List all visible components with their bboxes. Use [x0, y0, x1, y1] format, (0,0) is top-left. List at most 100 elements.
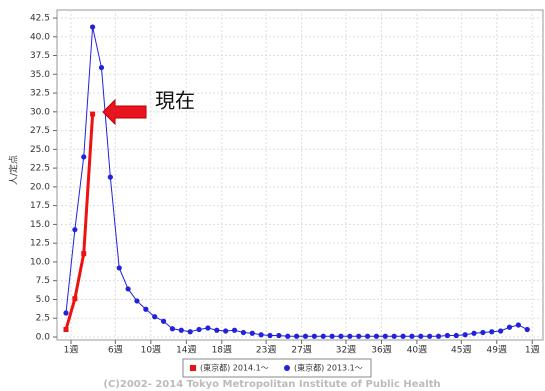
point — [480, 329, 486, 336]
y-tick-label: 27.5 — [30, 126, 50, 136]
x-tick-label: 36週 — [371, 345, 391, 356]
point — [90, 111, 96, 117]
y-tick-label: 20.0 — [30, 182, 50, 192]
point — [347, 333, 353, 339]
point — [143, 306, 149, 312]
x-tick-label: 32週 — [336, 345, 356, 356]
y-axis-label: 人/定点 — [8, 155, 20, 185]
point — [267, 332, 273, 339]
point — [391, 333, 397, 339]
point — [107, 174, 113, 180]
y-tick-label: 42.5 — [30, 14, 50, 24]
x-tick-label: 1週 — [525, 345, 540, 356]
point — [205, 325, 211, 331]
point — [400, 333, 406, 339]
point — [524, 326, 530, 333]
y-tick-label: 7.5 — [36, 276, 50, 286]
legend-label: (東京都) 2014.1～ — [200, 363, 269, 373]
y-tick-label: 35.0 — [30, 70, 50, 80]
point — [453, 332, 459, 339]
x-tick-label: 18週 — [212, 345, 232, 356]
point — [63, 326, 69, 332]
x-tick-label: 40週 — [407, 345, 427, 356]
y-tick-label: 40.0 — [30, 32, 50, 42]
x-tick-label: 10週 — [141, 345, 161, 356]
point — [231, 327, 238, 333]
point — [409, 333, 415, 339]
plot: 0.0 2.5 5.0 7.5 10.0 12.5 15.0 17.5 20.0 22.5 25.0… — [30, 10, 543, 356]
point — [178, 327, 184, 333]
point — [320, 333, 326, 339]
footer: (C)2002- 2014 Tokyo Metropolitan Institu… — [103, 379, 440, 390]
point — [196, 326, 202, 333]
point — [489, 329, 495, 335]
point — [90, 24, 96, 30]
point — [223, 328, 229, 334]
point — [63, 310, 69, 316]
y-tick-label: 5.0 — [36, 295, 51, 305]
point — [81, 154, 87, 160]
point — [214, 327, 220, 333]
point — [515, 322, 521, 328]
point — [240, 329, 246, 336]
y-tick-label: 37.5 — [30, 51, 50, 61]
y-tick-label: 22.5 — [30, 164, 50, 174]
x-tick-label: 1週 — [64, 345, 79, 356]
point — [418, 333, 424, 339]
x-tick-label: 23週 — [256, 345, 276, 356]
x-tick-label: 27週 — [291, 345, 311, 356]
point — [116, 265, 122, 271]
point — [187, 329, 193, 335]
x-tick-label: 14週 — [176, 345, 196, 356]
annotation: 現在 — [155, 89, 195, 113]
x-tick-label: 45週 — [451, 345, 471, 356]
point — [81, 251, 87, 257]
point — [338, 333, 344, 339]
plot-area — [56, 9, 544, 341]
point — [311, 333, 317, 339]
x-tick-label: 6週 — [108, 345, 123, 356]
point — [134, 298, 140, 304]
point — [382, 333, 388, 339]
y-tick-label: 30.0 — [30, 107, 50, 117]
point — [98, 64, 105, 71]
point — [169, 326, 176, 332]
point — [427, 333, 433, 339]
point — [329, 333, 335, 339]
point — [471, 330, 477, 336]
point — [72, 296, 78, 302]
point — [152, 314, 158, 320]
y-tick-label: 17.5 — [30, 201, 50, 211]
point — [364, 333, 371, 339]
point — [435, 333, 442, 339]
y-tick-label: 12.5 — [30, 239, 50, 249]
legend-box — [182, 358, 372, 378]
point — [125, 286, 131, 292]
point — [444, 332, 451, 339]
y-tick-label: 10.0 — [30, 257, 50, 267]
point — [72, 227, 78, 233]
point — [356, 333, 362, 339]
y-tick-label: 0.0 — [36, 333, 51, 343]
series-line — [64, 113, 95, 330]
y-tick-label: 32.5 — [30, 89, 50, 99]
x-tick-label: 49週 — [487, 345, 507, 356]
y-tick-label: 2.5 — [36, 314, 50, 324]
point — [294, 333, 300, 339]
point — [285, 333, 291, 339]
y-tick-label: 15.0 — [30, 220, 50, 230]
legend-label: (東京都) 2013.1～ — [294, 363, 363, 373]
point — [276, 332, 282, 339]
legend-marker — [284, 365, 290, 371]
point — [506, 324, 513, 330]
annotation-arrow — [102, 98, 147, 126]
point — [160, 318, 167, 324]
point — [258, 332, 264, 338]
point — [498, 328, 504, 334]
point — [373, 333, 380, 339]
point — [249, 330, 255, 336]
point — [462, 332, 468, 338]
legend-marker — [190, 365, 196, 371]
y-tick-label: 25.0 — [30, 145, 50, 155]
